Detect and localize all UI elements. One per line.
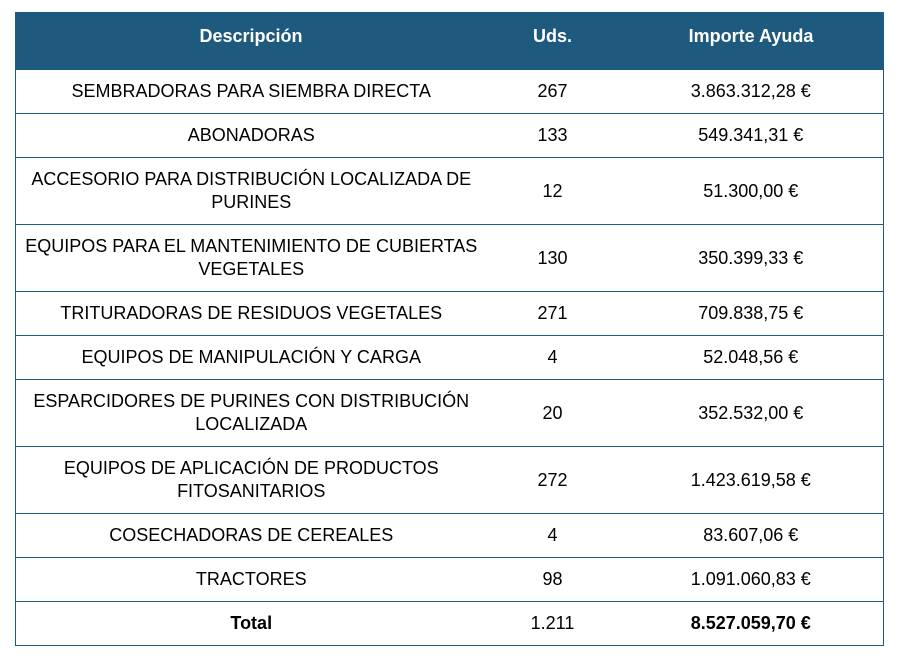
row-units: 4	[486, 513, 619, 558]
row-description: COSECHADORAS DE CEREALES	[15, 513, 487, 558]
row-units: 133	[486, 113, 619, 158]
row-units: 20	[486, 379, 619, 447]
header-amount: Importe Ayuda	[618, 12, 884, 70]
table-row: TRITURADORAS DE RESIDUOS VEGETALES 271 7…	[15, 291, 884, 336]
table-row: ESPARCIDORES DE PURINES CON DISTRIBUCIÓN…	[15, 379, 884, 447]
total-units: 1.211	[486, 601, 619, 646]
row-amount: 1.091.060,83 €	[618, 557, 884, 602]
table-row: COSECHADORAS DE CEREALES 4 83.607,06 €	[15, 513, 884, 558]
row-description: ABONADORAS	[15, 113, 487, 158]
row-description: ESPARCIDORES DE PURINES CON DISTRIBUCIÓN…	[15, 379, 487, 447]
row-amount: 52.048,56 €	[618, 335, 884, 380]
row-amount: 3.863.312,28 €	[618, 69, 884, 114]
total-row: Total 1.211 8.527.059,70 €	[15, 601, 884, 646]
table-row: EQUIPOS DE MANIPULACIÓN Y CARGA 4 52.048…	[15, 335, 884, 380]
row-units: 267	[486, 69, 619, 114]
row-description: ACCESORIO PARA DISTRIBUCIÓN LOCALIZADA D…	[15, 157, 487, 225]
row-units: 272	[486, 446, 619, 514]
aid-summary-table: Descripción Uds. Importe Ayuda SEMBRADOR…	[15, 12, 884, 646]
header-units: Uds.	[486, 12, 619, 70]
row-description: TRACTORES	[15, 557, 487, 602]
row-description: EQUIPOS DE APLICACIÓN DE PRODUCTOS FITOS…	[15, 446, 487, 514]
table-row: ABONADORAS 133 549.341,31 €	[15, 113, 884, 158]
row-units: 271	[486, 291, 619, 336]
row-amount: 352.532,00 €	[618, 379, 884, 447]
table-header-row: Descripción Uds. Importe Ayuda	[15, 12, 884, 70]
row-units: 12	[486, 157, 619, 225]
table-row: ACCESORIO PARA DISTRIBUCIÓN LOCALIZADA D…	[15, 157, 884, 225]
row-units: 130	[486, 224, 619, 292]
row-description: EQUIPOS DE MANIPULACIÓN Y CARGA	[15, 335, 487, 380]
row-amount: 83.607,06 €	[618, 513, 884, 558]
total-amount: 8.527.059,70 €	[618, 601, 884, 646]
row-description: TRITURADORAS DE RESIDUOS VEGETALES	[15, 291, 487, 336]
total-label: Total	[15, 601, 487, 646]
row-description: SEMBRADORAS PARA SIEMBRA DIRECTA	[15, 69, 487, 114]
table-row: EQUIPOS PARA EL MANTENIMIENTO DE CUBIERT…	[15, 224, 884, 292]
header-description: Descripción	[15, 12, 487, 70]
row-amount: 1.423.619,58 €	[618, 446, 884, 514]
row-amount: 51.300,00 €	[618, 157, 884, 225]
row-amount: 709.838,75 €	[618, 291, 884, 336]
table-row: EQUIPOS DE APLICACIÓN DE PRODUCTOS FITOS…	[15, 446, 884, 514]
row-units: 98	[486, 557, 619, 602]
row-amount: 549.341,31 €	[618, 113, 884, 158]
row-description: EQUIPOS PARA EL MANTENIMIENTO DE CUBIERT…	[15, 224, 487, 292]
table-row: TRACTORES 98 1.091.060,83 €	[15, 557, 884, 602]
table-row: SEMBRADORAS PARA SIEMBRA DIRECTA 267 3.8…	[15, 69, 884, 114]
row-amount: 350.399,33 €	[618, 224, 884, 292]
row-units: 4	[486, 335, 619, 380]
